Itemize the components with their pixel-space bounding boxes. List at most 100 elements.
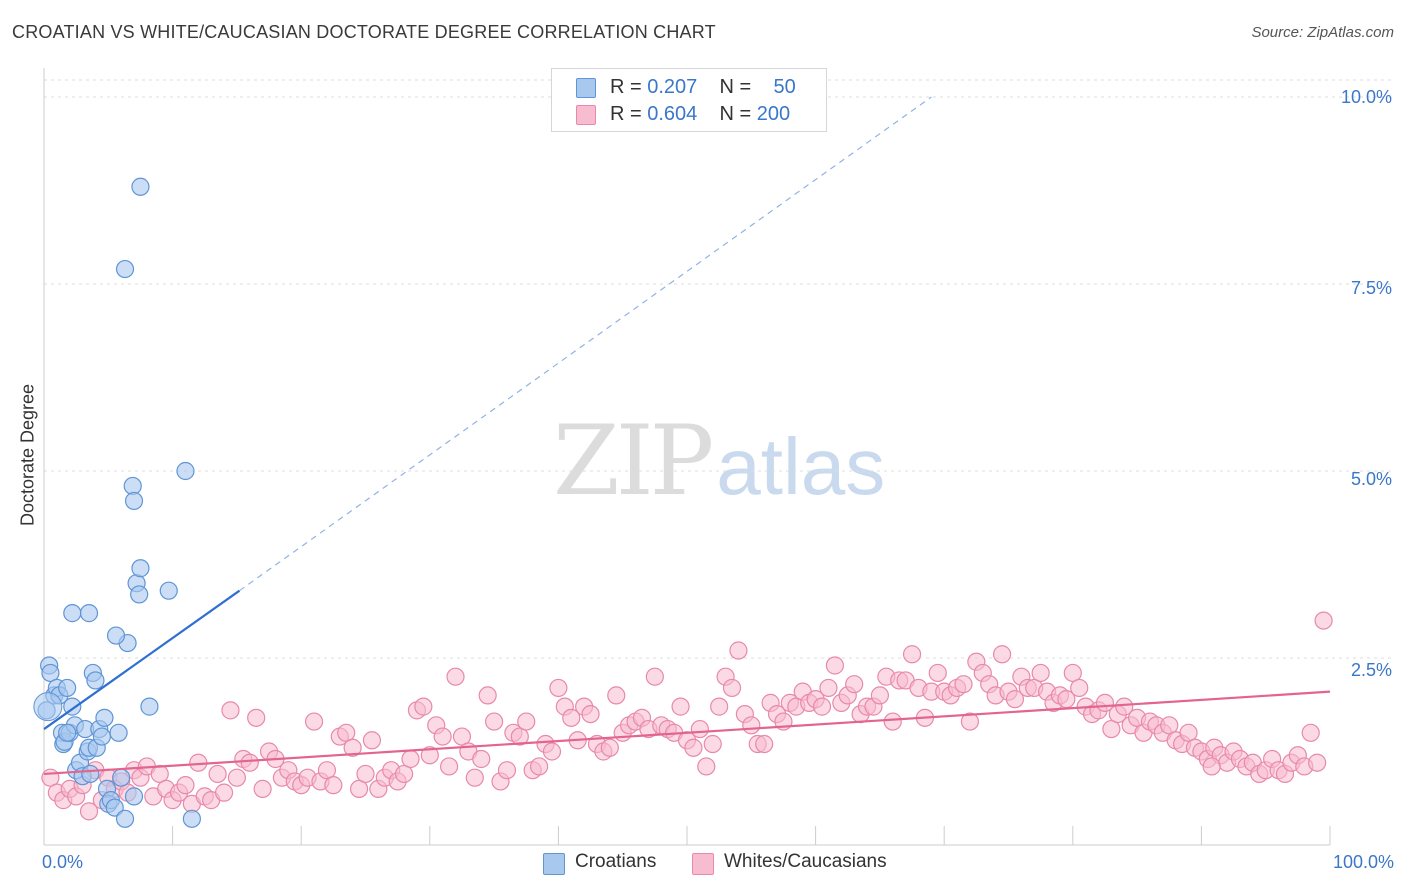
whites-point [928,663,947,683]
whites-point [176,776,195,795]
legend-n-label: N = [719,76,752,98]
whites-point [549,678,568,698]
correlation-legend: R = 0.207 N = 50 R = 0.604 N = 200 [551,68,827,132]
whites-point [485,712,504,731]
whites-point [1031,663,1050,683]
watermark-atlas: atlas [716,422,886,511]
whites-point [819,678,838,698]
legend-text-croatians: R = 0.207 N = 50 [610,76,796,99]
croatians-point [130,585,149,604]
whites-point [221,701,240,720]
whites-point [845,675,864,694]
whites-point [960,712,980,731]
whites-trendline [43,690,1331,776]
whites-point [684,738,703,757]
whites-point [1070,678,1089,698]
croatians-point [63,604,82,623]
whites-point [497,761,517,780]
whites-point [472,749,491,769]
legend-r-label: R = [610,103,642,125]
croatians-point [79,604,99,623]
whites-point [433,727,452,746]
whites-point [1115,697,1134,716]
whites-point [581,704,600,724]
whites-point [742,716,761,735]
whites-point [439,757,459,776]
croatians-point [86,671,105,690]
whites-point [530,757,549,776]
croatians-trendline [43,589,241,730]
y-tick-label-5-0: 5.0% [1350,469,1392,489]
whites-point [478,686,497,705]
whites-point [954,675,973,694]
croatians-point [41,663,60,683]
legend-r-value: 0.207 [647,76,698,98]
legend-n-label: N = [719,103,752,125]
croatians-point [95,708,114,727]
whites-point [420,746,439,765]
whites-point [79,802,99,821]
whites-point [690,719,709,739]
whites-point [645,667,664,686]
whites-point [812,697,832,716]
chart-source: Source: ZipAtlas.com [1251,24,1394,41]
croatians-point [140,697,159,716]
whites-point [362,731,382,750]
watermark: ZIPatlas [553,405,885,517]
whites-point [446,667,465,686]
x-tick-label-max: 100.0% [1332,852,1394,872]
croatians-point [124,787,144,806]
whites-point [324,776,343,795]
whites-point [607,686,626,705]
croatians-point [115,809,135,828]
whites-point [1308,753,1327,772]
legend-swatch-pink [576,105,596,125]
whites-point [304,712,324,731]
whites-point [825,656,844,675]
croatians-point [124,491,144,511]
whites-point [1301,723,1320,742]
croatians-point [123,476,142,496]
croatians-point [109,723,128,742]
whites-point [1063,663,1082,683]
whites-point [240,753,259,772]
whites-point [671,697,690,716]
whites-point [1102,719,1121,739]
legend-text-whites: R = 0.604 N = 200 [610,103,790,126]
whites-point [247,708,266,727]
y-tick-label-7-5: 7.5% [1350,278,1392,298]
whites-point [394,764,414,784]
y-tick-label-10-0: 10.0% [1340,87,1392,107]
croatians-point [159,581,178,600]
whites-point [600,738,619,757]
whites-point [562,708,581,727]
croatians-point [182,809,201,828]
y-axis-label: Doctorate Degree [17,383,38,527]
whites-point [452,727,472,746]
whites-point [349,779,369,799]
watermark-zip: ZIP [553,405,714,517]
whites-point [729,641,748,660]
whites-point [517,712,536,731]
croatians-point [92,727,111,746]
whites-point [697,757,716,776]
croatians-point [176,461,195,481]
whites-point [710,697,729,716]
whites-point [337,723,356,742]
y-tick-label-2-5: 2.5% [1350,660,1392,680]
bottom-legend-swatch-pink [692,853,714,875]
whites-point [870,686,890,705]
whites-point [722,678,742,698]
whites-point [510,727,529,746]
croatians-point [58,723,77,742]
x-tick-label-min: 0.0% [42,852,84,872]
whites-point [214,783,234,802]
whites-point [253,779,272,799]
croatians-point [58,678,77,698]
croatians-trendline-extension [239,96,932,592]
croatians-point [81,764,100,784]
whites-point [343,738,362,757]
croatians-point [106,626,126,645]
croatians-point [105,798,124,817]
